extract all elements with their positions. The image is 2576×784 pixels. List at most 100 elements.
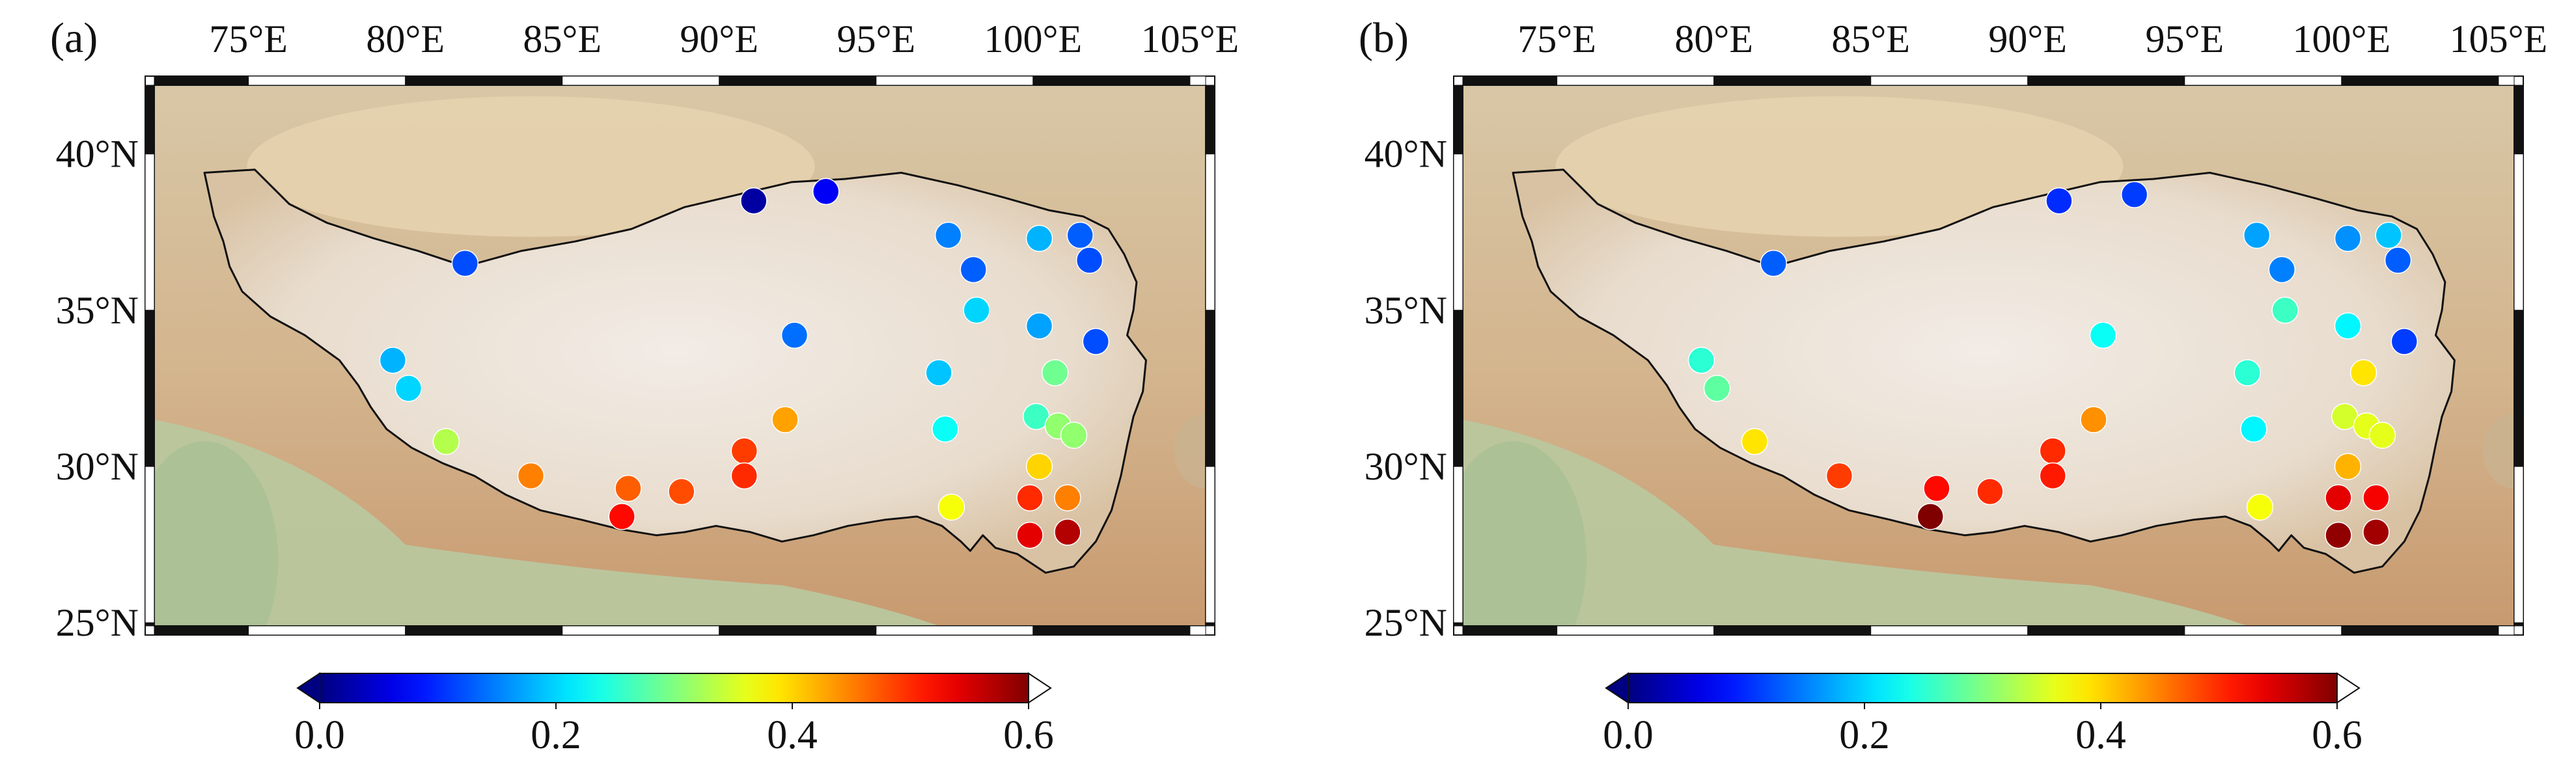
x-tick-label: 100°E [984,18,1083,61]
station-marker [608,503,636,530]
y-tick-label: 25°N [56,601,139,644]
station-marker [812,178,840,206]
station-markers [1687,181,2418,549]
map-frame [145,75,1215,636]
x-tick-label: 85°E [523,18,602,61]
y-tick-label: 35°N [56,289,139,332]
colorbar-gradient [1627,673,2338,703]
station-marker [2240,415,2267,443]
station-marker [1760,250,1788,277]
station-marker [932,415,959,443]
station-marker [1976,478,2004,506]
station-marker [451,250,479,277]
station-marker [2080,406,2107,433]
station-marker [771,406,799,433]
station-marker [1060,422,1088,449]
station-marker [2375,221,2402,249]
tarim-basin [1555,96,2124,237]
station-marker [960,256,988,284]
station-marker [615,474,642,502]
station-marker [395,375,422,402]
station-marker [925,359,952,386]
station-marker [1703,375,1731,402]
station-marker [1054,519,1081,546]
station-marker [2362,519,2390,546]
plateau-surface [204,169,1146,573]
station-marker [740,187,768,215]
x-tick-label: 75°E [209,18,288,61]
x-tick-label: 105°E [2450,18,2548,61]
tarim-basin [247,96,815,237]
station-marker [1741,427,1769,455]
x-tick-label: 95°E [2145,18,2224,61]
station-marker [730,437,758,465]
station-marker [1025,453,1053,480]
station-marker [2039,462,2067,490]
colorbar-tick-label: 0.4 [2075,713,2126,757]
colorbar-extend-max [2336,672,2361,704]
station-marker [1054,484,1081,511]
station-marker [1825,462,1853,490]
station-marker [2334,312,2362,340]
y-tick-label: 30°N [56,445,139,488]
plateau-surface [1513,169,2455,573]
basemap [154,85,1206,626]
station-marker [2246,493,2274,521]
x-tick-label: 75°E [1517,18,1596,61]
colorbar-extend-min [1605,672,1629,704]
station-marker [1025,312,1053,340]
x-tick-label: 90°E [680,18,758,61]
y-tick-label: 35°N [1364,289,1447,332]
colorbar-tick-label: 0.0 [294,713,345,757]
sichuan-basin [1174,412,1206,489]
y-tick-label: 40°N [1364,133,1447,176]
x-tick-label: 105°E [1141,18,1240,61]
station-marker [1687,346,1715,374]
colorbar-tick-label: 0.4 [767,713,818,757]
y-tick-label: 30°N [1364,445,1447,488]
lowland-plain [1463,419,2248,626]
colorbar-extend-max [1028,672,1052,704]
x-tick-label: 100°E [2293,18,2391,61]
station-marker [2243,221,2271,249]
station-marker [2089,321,2117,349]
station-marker [2325,484,2352,511]
colorbar-tick-label: 0.2 [1839,713,1890,757]
station-marker [1025,224,1053,252]
x-tick-label: 90°E [1988,18,2067,61]
x-tick-label: 80°E [1674,18,1753,61]
station-marker [1075,247,1103,274]
colorbar-gradient [319,673,1029,703]
station-marker [2362,484,2390,511]
lowland-plain [154,419,939,626]
panel-a: (a) 75°E 80°E 85°E 90°E 95°E 100°E 105°E 40°N 35°… [50,14,1239,757]
lowland-west [1463,441,1587,626]
station-marker [963,297,990,324]
colorbar-extend-min [296,672,320,704]
station-marker [937,493,965,521]
station-marker [2268,256,2296,284]
x-tick-label: 95°E [837,18,915,61]
plateau-boundary [1512,169,2456,574]
station-marker [2368,422,2396,449]
station-marker [1066,221,1094,249]
station-marker [2271,297,2299,324]
station-marker [1041,359,1069,386]
station-markers [379,178,1110,549]
station-marker [2390,328,2418,355]
colorbar-tick-label: 0.6 [2312,713,2362,757]
x-tick-label: 85°E [1831,18,1910,61]
y-tick-label: 25°N [1364,601,1447,644]
x-tick-label: 80°E [366,18,445,61]
panel-label: (a) [50,14,98,62]
panel-label: (b) [1359,14,1409,62]
station-marker [2120,181,2148,208]
station-marker [1016,484,1044,511]
station-marker [2384,247,2412,274]
colorbar-tick-label: 0.6 [1003,713,1054,757]
station-marker [517,462,545,490]
station-marker [1917,503,1945,530]
station-marker [668,478,695,506]
